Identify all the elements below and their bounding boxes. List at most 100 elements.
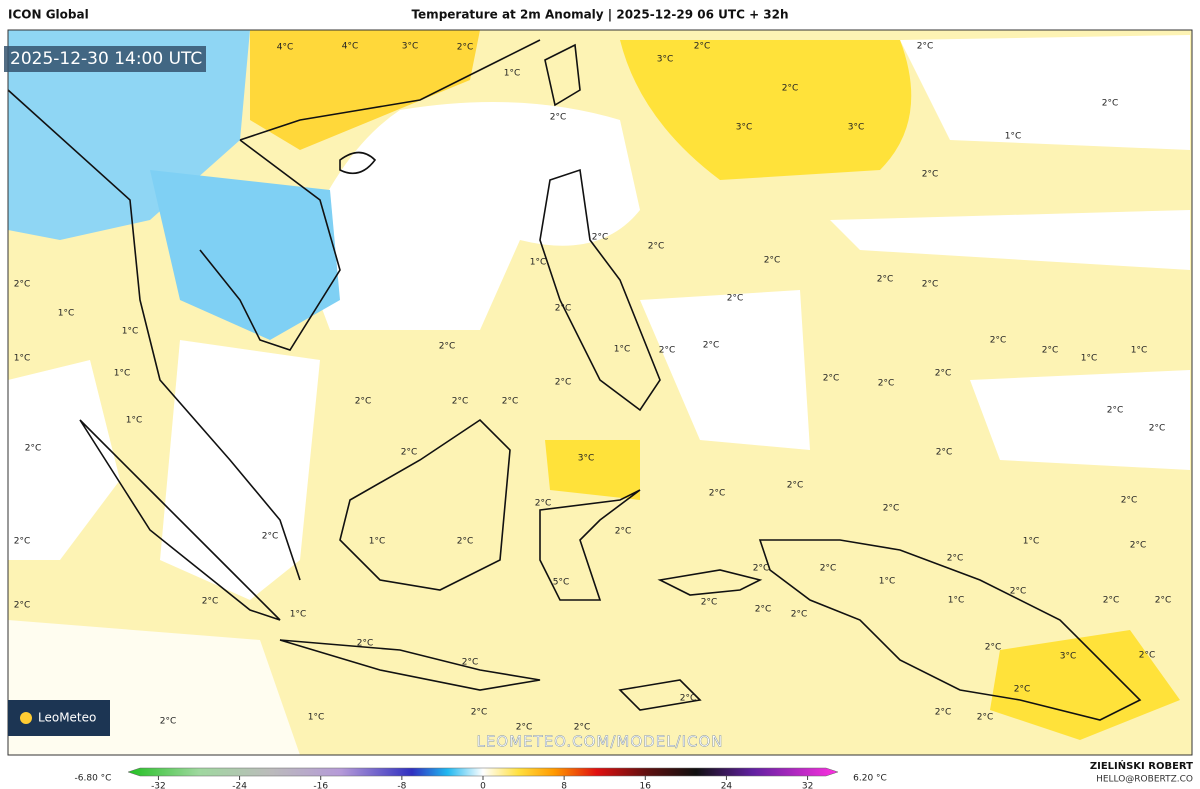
contour-label: 3°C: [402, 42, 419, 52]
cool-area: [150, 170, 340, 340]
contour-label: 1°C: [1081, 354, 1098, 364]
contour-label: 2°C: [703, 341, 720, 351]
contour-label: 2°C: [502, 397, 519, 407]
neutral-area: [160, 340, 320, 600]
contour-label: 2°C: [659, 346, 676, 356]
contour-label: 2°C: [701, 598, 718, 608]
contour-label: 3°C: [736, 123, 753, 133]
contour-label: 2°C: [1130, 541, 1147, 551]
contour-label: 3°C: [848, 123, 865, 133]
contour-label: 1°C: [126, 416, 143, 426]
contour-label: 2°C: [574, 723, 591, 733]
logo-icon: [20, 712, 32, 724]
contour-label: 3°C: [1060, 652, 1077, 662]
map: [8, 30, 1192, 755]
contour-label: 2°C: [791, 610, 808, 620]
contour-label: 2°C: [883, 504, 900, 514]
contour-label: 1°C: [504, 69, 521, 79]
contour-label: 2°C: [922, 280, 939, 290]
colorbar-min: -6.80 °C: [75, 774, 112, 784]
colorbar-tick-label: 8: [561, 782, 567, 789]
contour-label: 2°C: [1042, 346, 1059, 356]
contour-label: 1°C: [614, 345, 631, 355]
map-title: Temperature at 2m Anomaly | 2025-12-29 0…: [411, 8, 788, 22]
contour-label: 2°C: [947, 554, 964, 564]
warm-area: [545, 440, 640, 500]
contour-label: 1°C: [308, 713, 325, 723]
contour-label: 2°C: [462, 658, 479, 668]
map-labels: 4°C 4°C 3°C 2°C 1°C 2°C 3°C 2°C 2°C 2°C 3°C 3°C 2°C 1…: [14, 42, 1172, 733]
contour-label: 2°C: [1010, 587, 1027, 597]
warm-area: [990, 630, 1180, 740]
colorbar-tick-label: 32: [802, 782, 813, 789]
colorbar-max: 6.20 °C: [853, 774, 887, 784]
contour-label: 2°C: [694, 42, 711, 52]
contour-label: 4°C: [342, 42, 359, 52]
time-badge: [4, 46, 206, 72]
contour-label: 2°C: [823, 374, 840, 384]
contour-label: 2°C: [202, 597, 219, 607]
contour-label: 2°C: [262, 532, 279, 542]
contour-label: 2°C: [1103, 596, 1120, 606]
contour-label: 2°C: [877, 275, 894, 285]
contour-label: 2°C: [755, 605, 772, 615]
contour-label: 2°C: [977, 713, 994, 723]
contour-label: 1°C: [1005, 132, 1022, 142]
contour-label: 5°C: [553, 578, 570, 588]
contour-label: 2°C: [14, 280, 31, 290]
contour-label: 2°C: [727, 294, 744, 304]
valid-time: 2025-12-30 14:00 UTC: [10, 49, 202, 69]
contour-label: 1°C: [948, 596, 965, 606]
contour-label: 2°C: [917, 42, 934, 52]
contour-label: 2°C: [457, 43, 474, 53]
colorbar-tick-label: -8: [397, 782, 406, 789]
contour-label: 1°C: [879, 577, 896, 587]
neutral-area: [8, 360, 120, 560]
contour-label: 2°C: [753, 564, 770, 574]
contour-label: 4°C: [277, 43, 294, 53]
contour-label: 2°C: [782, 84, 799, 94]
colorbar: -32 -24 -16 -8 0 8 16 24 32: [127, 767, 839, 789]
contour-label: 2°C: [764, 256, 781, 266]
contour-label: 2°C: [985, 643, 1002, 653]
contour-label: 1°C: [114, 369, 131, 379]
contour-label: 2°C: [1014, 685, 1031, 695]
colorbar-tick-label: -24: [232, 782, 247, 789]
contour-label: 2°C: [787, 481, 804, 491]
contour-label: 2°C: [555, 304, 572, 314]
contour-label: 2°C: [592, 233, 609, 243]
contour-label: 2°C: [457, 537, 474, 547]
neutral-area: [640, 290, 810, 450]
warm-area: [620, 40, 912, 180]
contour-label: 2°C: [680, 694, 697, 704]
contour-label: 1°C: [1131, 346, 1148, 356]
contour-label: 2°C: [648, 242, 665, 252]
contour-label: 1°C: [58, 309, 75, 319]
contour-label: 2°C: [355, 397, 372, 407]
neutral-area: [300, 102, 640, 330]
neutral-area: [900, 35, 1190, 150]
logo: LeoMeteo: [38, 711, 96, 725]
watermark: LEOMETEO.COM/MODEL/ICON: [476, 733, 723, 751]
contour-label: 2°C: [160, 717, 177, 727]
author-name: ZIELIŃSKI ROBERT: [1090, 759, 1193, 772]
contour-label: 2°C: [1107, 406, 1124, 416]
contour-label: 1°C: [369, 537, 386, 547]
contour-label: 1°C: [530, 258, 547, 268]
contour-label: 2°C: [452, 397, 469, 407]
contour-label: 2°C: [990, 336, 1007, 346]
colorbar-tick-label: 24: [721, 782, 733, 789]
colorbar-tick-label: 16: [640, 782, 652, 789]
contour-label: 2°C: [615, 527, 632, 537]
neutral-area: [970, 370, 1190, 470]
contour-label: 2°C: [1121, 496, 1138, 506]
cool-area: [8, 30, 250, 240]
contour-label: 2°C: [709, 489, 726, 499]
contour-label: 1°C: [290, 610, 307, 620]
contour-label: 2°C: [535, 499, 552, 509]
contour-label: 2°C: [357, 639, 374, 649]
colorbar-scale: [127, 767, 839, 777]
contour-label: 1°C: [122, 327, 139, 337]
